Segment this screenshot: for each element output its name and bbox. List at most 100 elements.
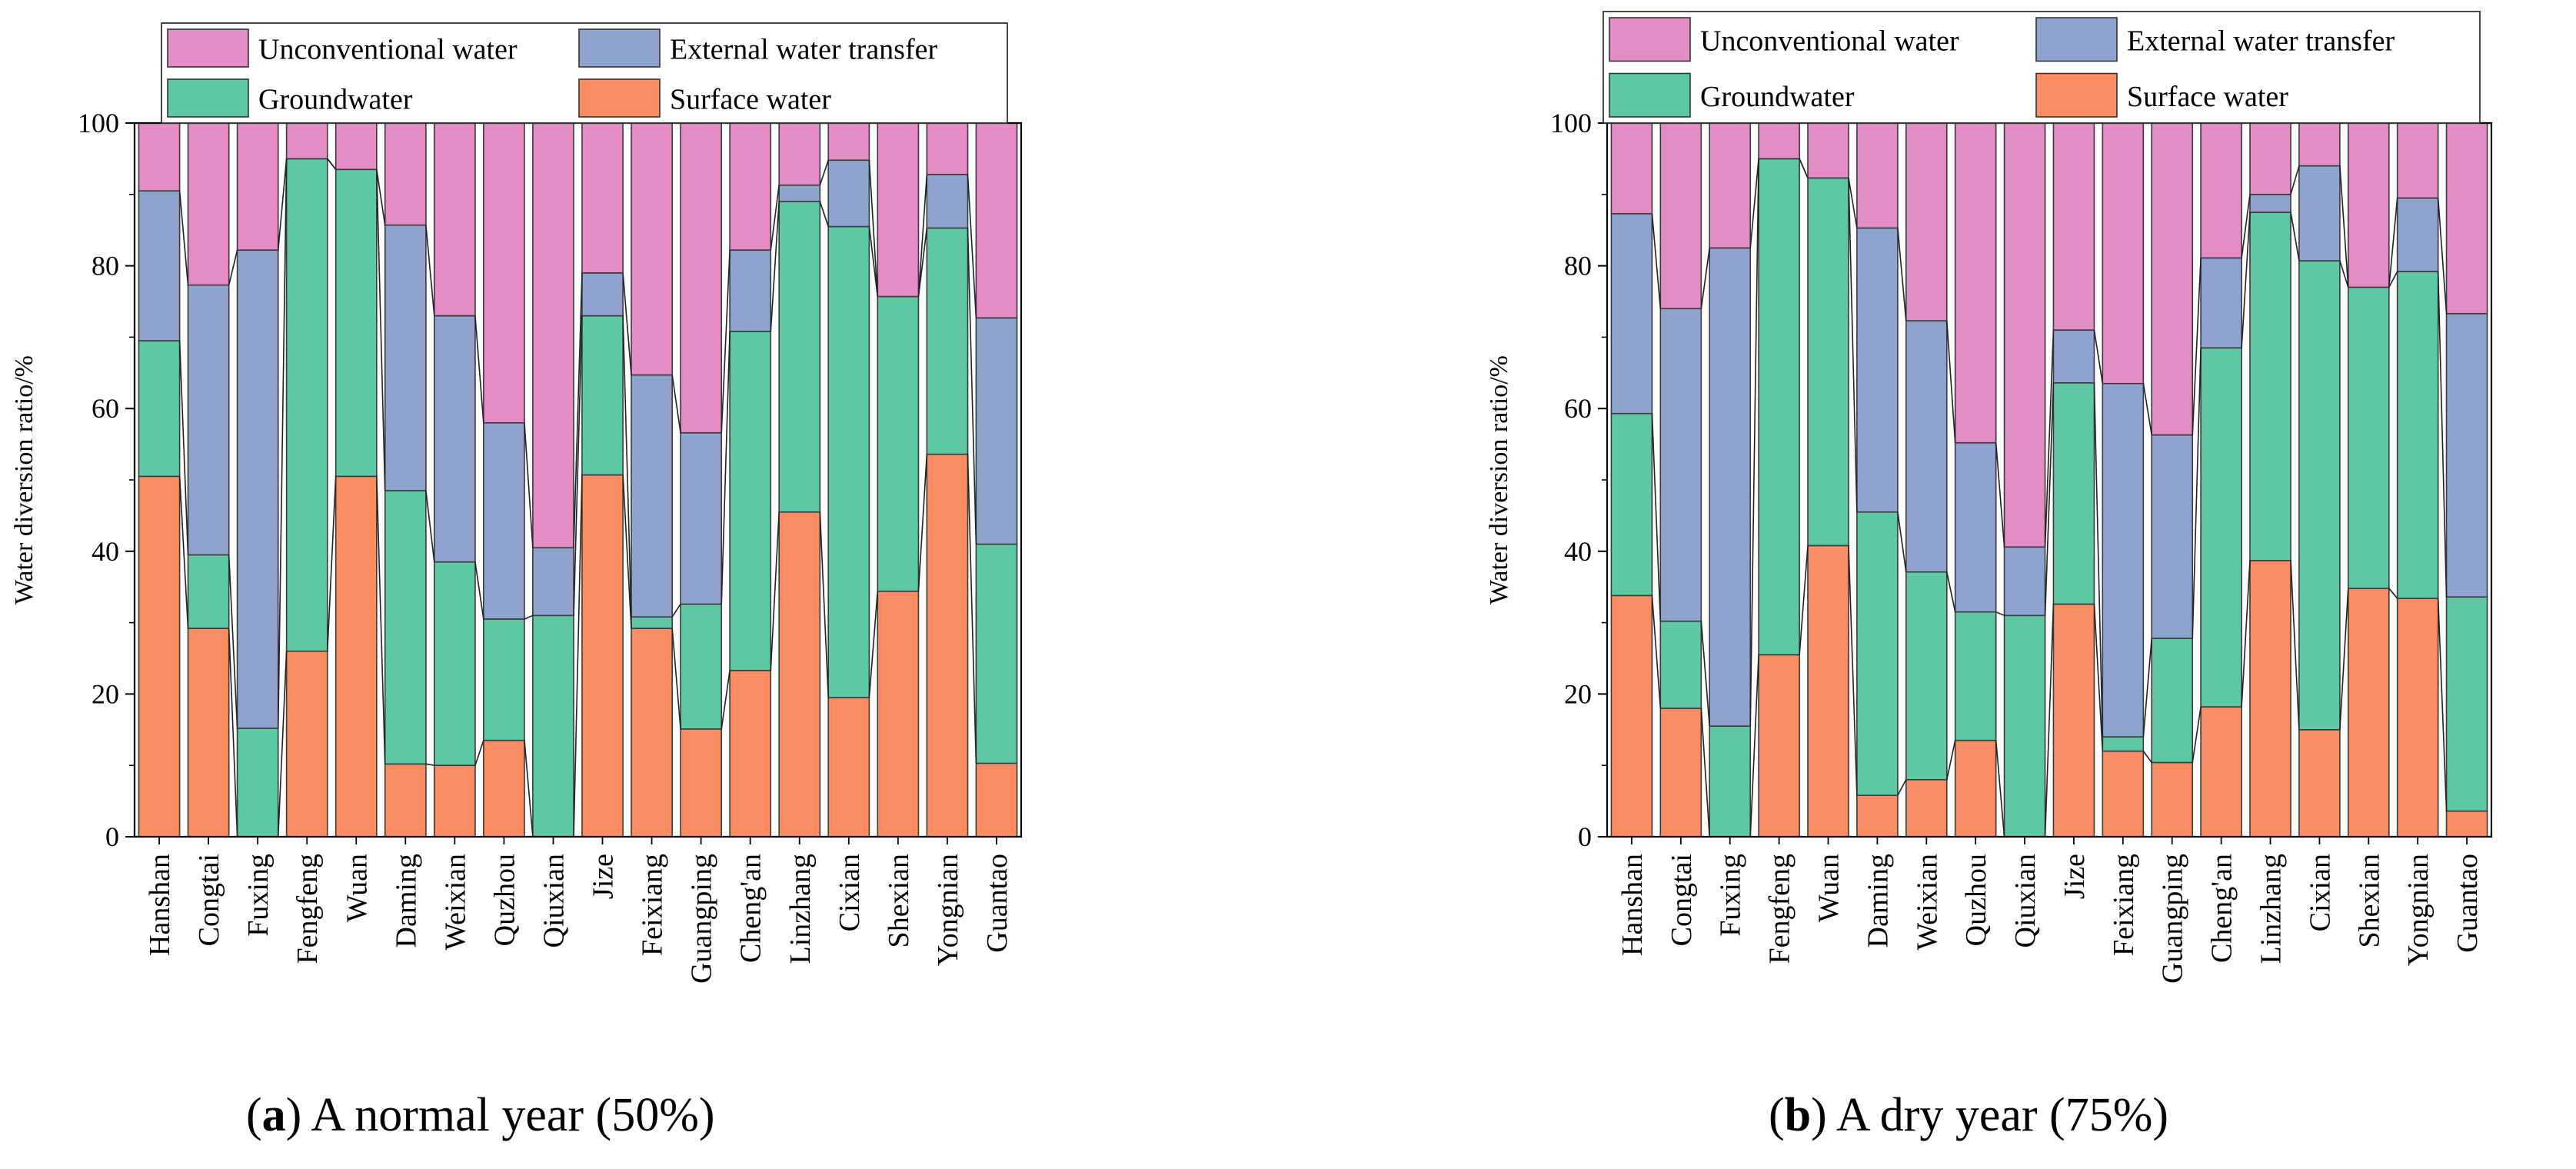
connector-line xyxy=(1700,708,1711,838)
bar-segment xyxy=(2102,750,2145,838)
bar-segment xyxy=(236,728,279,838)
y-axis: 0 20 40 60 80 100 xyxy=(1550,108,1607,852)
connector-line xyxy=(524,614,534,620)
bar-segment xyxy=(2249,211,2291,561)
y-tick-label: 20 xyxy=(1564,678,1592,709)
bar-segment xyxy=(2249,560,2291,838)
bar-segment xyxy=(2003,614,2046,838)
y-tick-label: 0 xyxy=(105,821,119,852)
bar-segment xyxy=(1856,227,1899,513)
bar-segment xyxy=(2102,736,2145,752)
legend-label: Unconventional water xyxy=(1700,25,1959,57)
legend-label: Surface water xyxy=(670,84,831,116)
x-tick-label: Daming xyxy=(390,854,422,948)
connector-line xyxy=(178,341,189,555)
bar-segment xyxy=(778,184,821,202)
connector-line xyxy=(178,191,189,285)
connector-line xyxy=(721,331,731,604)
bar-segment xyxy=(827,697,870,838)
connector-line xyxy=(2339,165,2349,288)
bar-segment xyxy=(1610,412,1653,597)
y-tick-label: 60 xyxy=(92,393,119,424)
legend-swatch xyxy=(2035,72,2118,118)
connector-line xyxy=(178,476,189,629)
x-tick-label: Hanshan xyxy=(144,854,176,956)
connector-line xyxy=(819,160,829,185)
bar-segment xyxy=(1709,122,1752,249)
bar-segment xyxy=(1758,122,1800,160)
legend-swatch xyxy=(167,28,249,68)
bar-segment xyxy=(1954,739,1997,838)
bar-segment xyxy=(532,547,574,617)
legend-swatch xyxy=(1609,72,1691,118)
connector-line xyxy=(967,174,977,318)
connector-line xyxy=(770,201,780,332)
y-tick-label: 20 xyxy=(92,678,119,709)
x-tick-label: Daming xyxy=(1862,854,1894,948)
bar-segment xyxy=(877,295,920,592)
bar-segment xyxy=(729,249,772,332)
connector-line xyxy=(2142,383,2152,435)
connector-line xyxy=(376,169,386,225)
connector-line xyxy=(573,475,583,838)
bar-segment xyxy=(138,340,181,478)
bar-segment xyxy=(433,122,476,317)
y-axis-label: Water diversion ratio/% xyxy=(10,355,38,604)
bar-segment xyxy=(2052,122,2095,331)
legend-label: Groundwater xyxy=(1700,81,1855,113)
x-tick-label: Congtai xyxy=(1666,854,1698,946)
connector-line xyxy=(1897,779,1907,796)
bar-segment xyxy=(1709,725,1752,838)
y-tick-label: 40 xyxy=(92,536,119,567)
bar-segment xyxy=(631,374,673,618)
x-tick-label: Shexian xyxy=(883,854,915,948)
connector-line xyxy=(376,476,386,764)
bar-segment xyxy=(532,614,574,838)
bar-segment xyxy=(877,122,920,298)
connector-line xyxy=(622,315,632,618)
x-tick-label: Shexian xyxy=(2353,854,2385,948)
connector-line xyxy=(1848,545,1858,796)
connector-line xyxy=(1749,158,1759,727)
bar-segment xyxy=(2298,260,2341,731)
legend-swatch xyxy=(2035,17,2118,62)
x-tick-label: Yongnian xyxy=(2402,854,2435,966)
connector-line xyxy=(474,740,484,766)
connector-line xyxy=(917,454,928,591)
bar-segment xyxy=(975,543,1018,764)
y-tick-label: 80 xyxy=(92,251,119,281)
bar-segment xyxy=(433,561,476,766)
connector-line xyxy=(2437,271,2448,598)
bar-segment xyxy=(2003,546,2046,617)
x-tick-label: Guantao xyxy=(981,854,1013,953)
bar-segment xyxy=(384,224,427,491)
connector-line xyxy=(917,174,928,297)
bar-segment xyxy=(1659,620,1702,709)
legend-label: External water transfer xyxy=(670,34,937,66)
legend-label: Groundwater xyxy=(258,84,413,116)
connector-line xyxy=(474,315,484,423)
bar-segment xyxy=(532,122,574,548)
bar-segment xyxy=(1659,708,1702,838)
bar-segment xyxy=(680,603,723,730)
connector-line xyxy=(2290,165,2300,195)
connector-line xyxy=(573,272,583,548)
bar-segment xyxy=(2003,122,2046,548)
legend-swatch xyxy=(167,78,249,118)
connector-line xyxy=(671,628,681,729)
connector-line xyxy=(868,591,879,698)
legend-label: External water transfer xyxy=(2127,25,2395,57)
connector-line xyxy=(2044,382,2055,616)
bar-segment xyxy=(2151,761,2194,838)
connector-line xyxy=(671,375,681,433)
x-tick-label: Linzhang xyxy=(2255,854,2288,964)
bar-segment xyxy=(680,122,723,434)
connector-line xyxy=(573,315,583,616)
connector-line xyxy=(1651,595,1662,709)
y-tick-label: 100 xyxy=(1550,108,1592,138)
bar-segment xyxy=(2445,596,2488,812)
bar-segment xyxy=(1807,545,1849,838)
connector-line xyxy=(277,651,288,838)
bar-segment xyxy=(975,317,1018,545)
legend-swatch xyxy=(578,28,661,68)
